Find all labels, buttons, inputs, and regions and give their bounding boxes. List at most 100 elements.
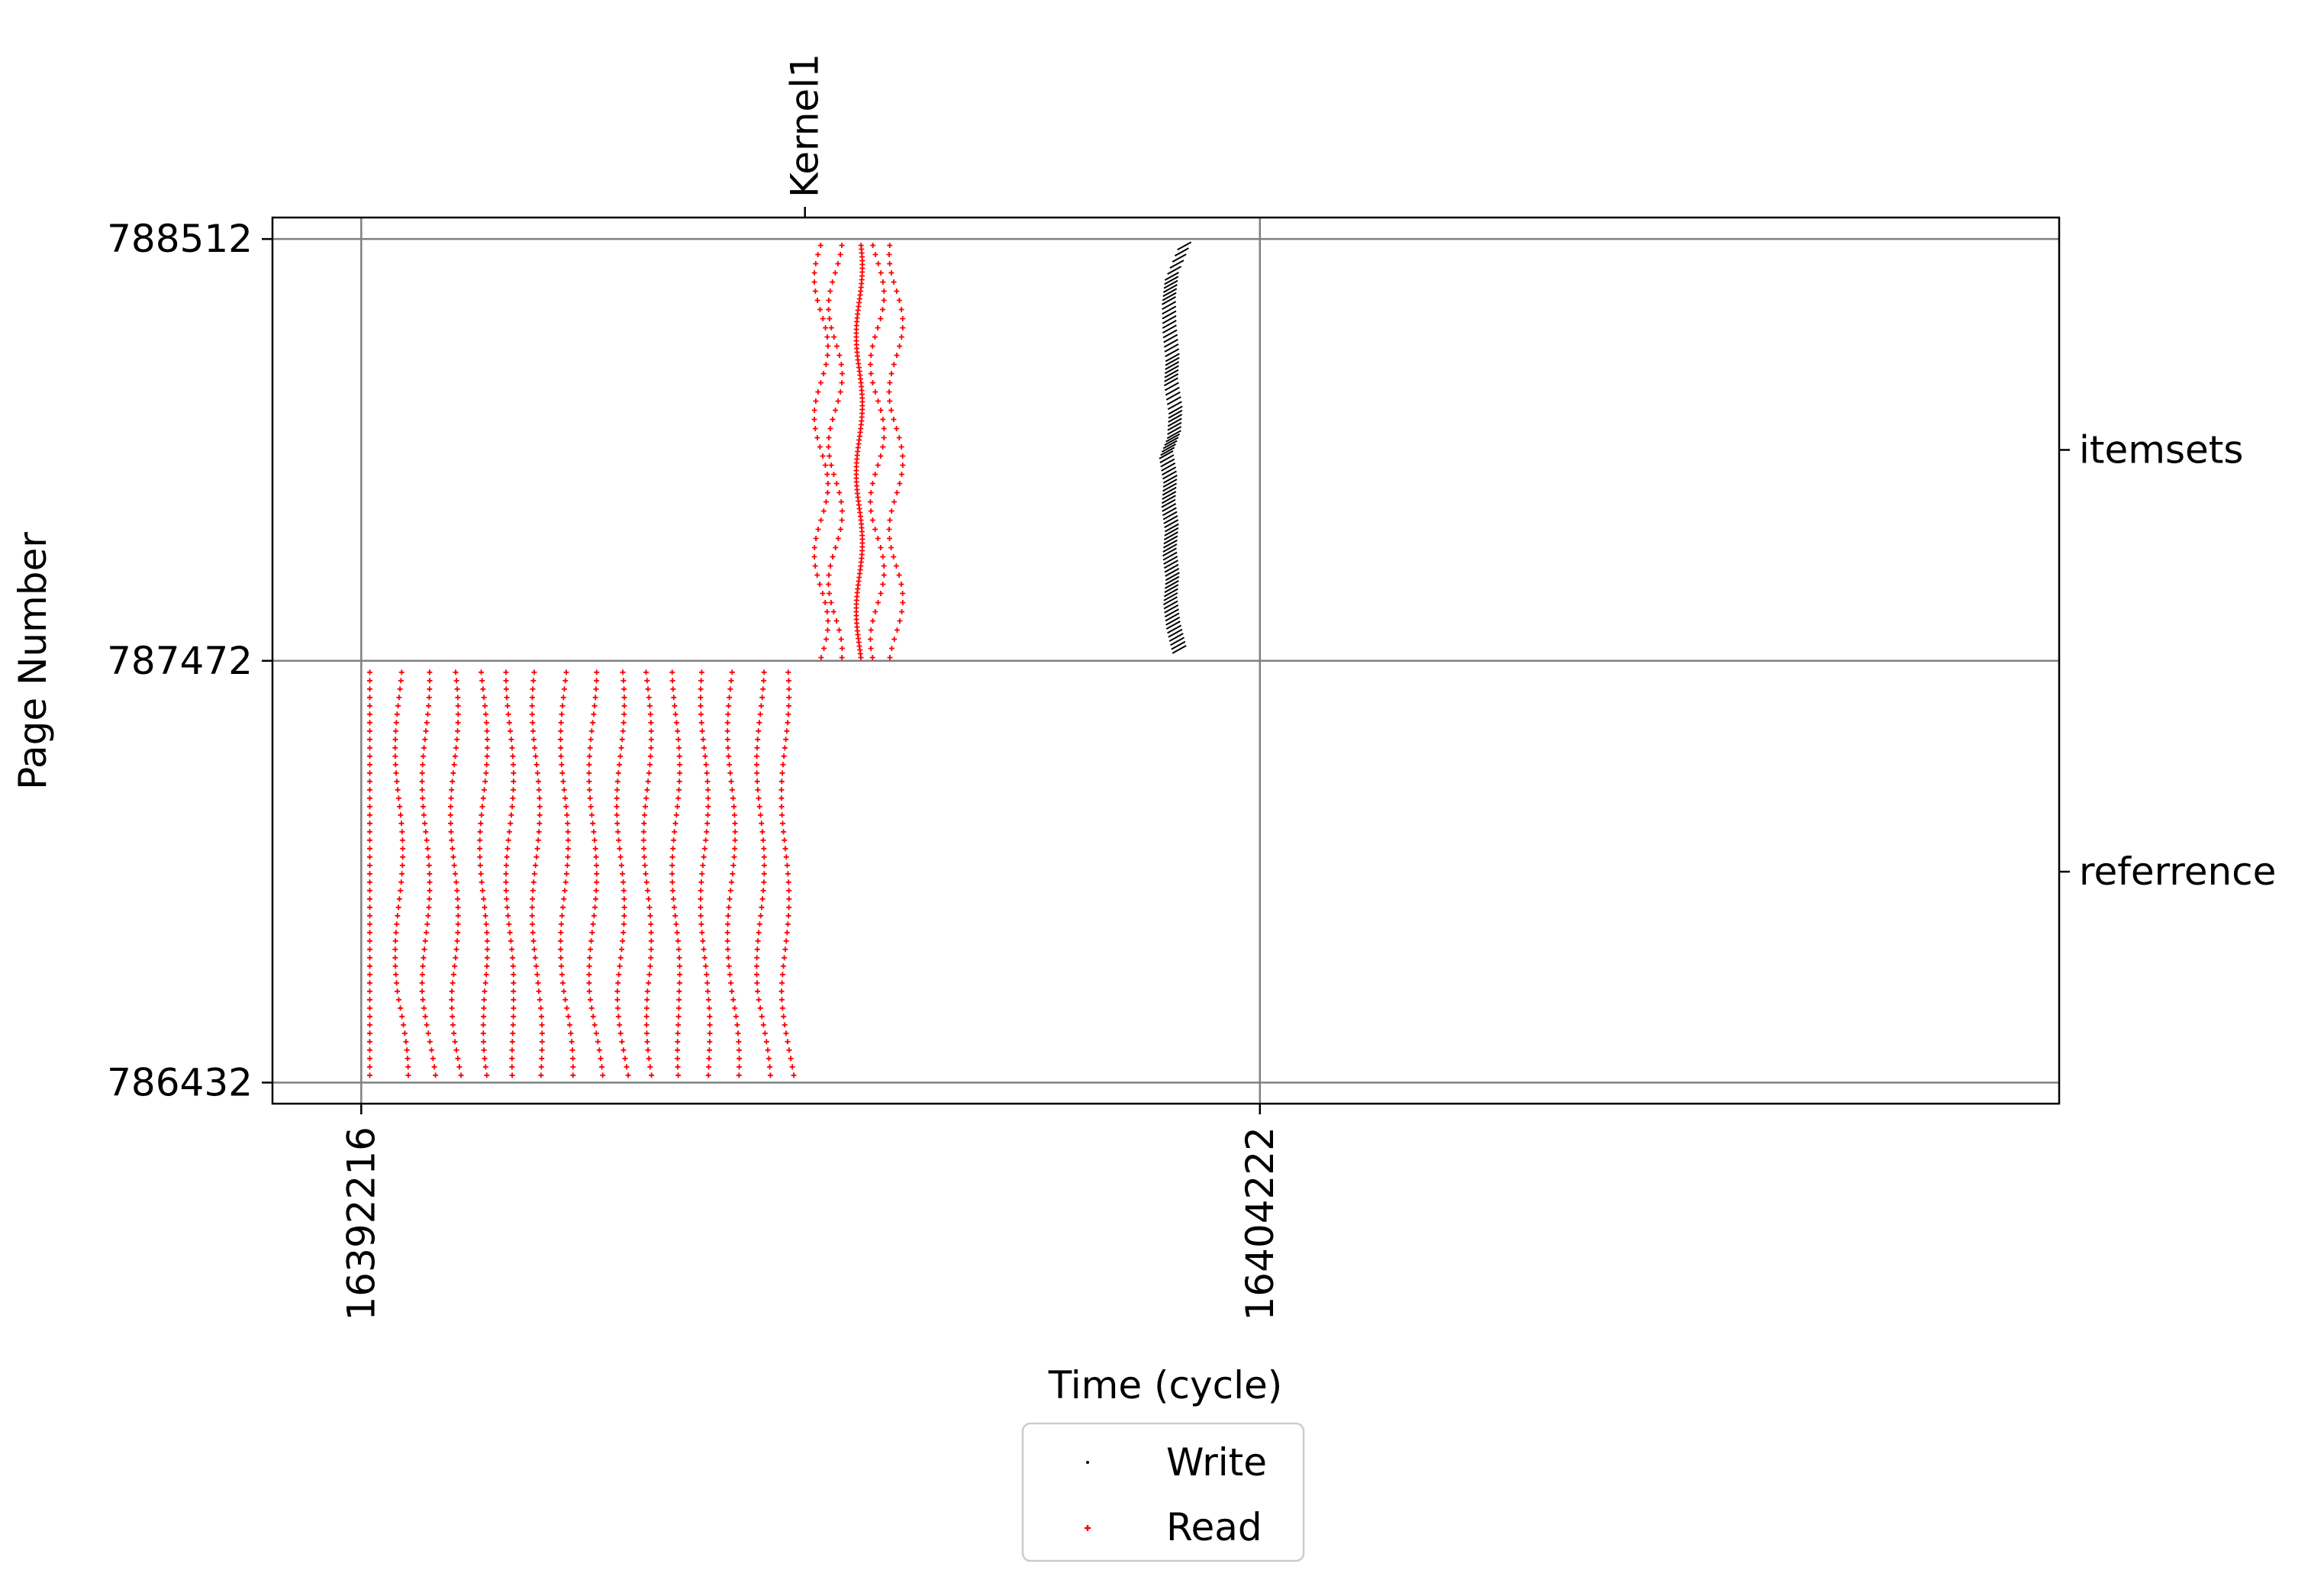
read-point [505, 837, 511, 843]
read-point [817, 307, 824, 313]
read-point [754, 779, 760, 785]
write-mark [1160, 458, 1175, 468]
write-mark [1162, 310, 1177, 320]
read-point [858, 243, 864, 249]
read-point [730, 871, 736, 877]
read-point [398, 812, 404, 818]
read-point [422, 938, 428, 944]
write-mark [1162, 320, 1177, 329]
read-point [366, 846, 372, 852]
read-point [508, 938, 514, 944]
read-point [728, 678, 734, 684]
read-point [425, 854, 431, 860]
read-point [455, 711, 461, 717]
read-point [704, 829, 710, 835]
read-point [482, 1056, 488, 1062]
read-point [366, 997, 372, 1003]
read-point [534, 770, 540, 776]
read-point [510, 1030, 516, 1037]
read-point [706, 1056, 712, 1062]
read-point [673, 921, 679, 927]
read-point [785, 669, 791, 675]
read-point [482, 703, 488, 709]
read-point [405, 1064, 411, 1070]
read-point [812, 426, 818, 432]
read-point [450, 1022, 456, 1028]
read-point [614, 821, 620, 827]
read-point [785, 913, 791, 919]
read-point [785, 1039, 791, 1045]
read-point [725, 913, 731, 919]
write-mark [1162, 474, 1178, 484]
read-point [826, 298, 832, 304]
read-point [536, 787, 542, 793]
read-point [484, 737, 490, 743]
read-point [898, 472, 904, 478]
read-point [392, 938, 398, 944]
read-point [420, 762, 426, 768]
read-point [617, 846, 623, 852]
read-point [452, 963, 458, 969]
read-point [392, 762, 398, 768]
read-point [706, 1047, 712, 1053]
write-mark [1162, 486, 1177, 496]
read-point [419, 787, 425, 793]
read-point [778, 779, 785, 785]
read-point [869, 481, 875, 487]
read-point [398, 678, 404, 684]
read-point [557, 737, 563, 743]
read-point [897, 481, 903, 487]
read-point [642, 862, 648, 869]
read-point [672, 829, 678, 835]
read-point [366, 669, 372, 675]
read-point [600, 1072, 606, 1078]
write-mark [1162, 491, 1177, 500]
read-point [827, 426, 833, 432]
read-point [535, 837, 541, 843]
read-point [392, 963, 398, 969]
read-point [507, 930, 513, 936]
read-point [756, 930, 762, 936]
write-mark [1167, 266, 1182, 275]
read-point [366, 988, 372, 995]
read-point [530, 720, 536, 726]
read-point [648, 921, 654, 927]
write-mark [1161, 498, 1176, 508]
read-point [878, 408, 884, 414]
read-point [826, 572, 832, 579]
read-point [393, 930, 399, 936]
read-point [530, 921, 536, 927]
read-point [586, 762, 592, 768]
read-point [399, 837, 405, 843]
read-point [669, 669, 675, 675]
read-point [700, 862, 706, 869]
read-point [785, 711, 791, 717]
read-point [754, 770, 760, 776]
read-point [754, 972, 760, 978]
read-series [366, 243, 906, 1078]
read-point [830, 417, 836, 423]
read-point [614, 779, 620, 785]
read-point [395, 795, 401, 801]
read-point [648, 720, 654, 726]
read-point [503, 862, 509, 869]
read-point [868, 646, 874, 652]
read-point [530, 728, 536, 734]
read-point [783, 854, 789, 860]
read-point [594, 871, 600, 877]
read-point [591, 703, 598, 709]
read-point [900, 591, 906, 597]
read-point [455, 703, 461, 709]
read-point [366, 703, 372, 709]
read-point [886, 252, 892, 258]
read-point [836, 627, 843, 634]
read-point [836, 490, 843, 496]
read-point [643, 1030, 649, 1037]
read-point [427, 896, 433, 902]
read-point [569, 1047, 575, 1053]
read-point [539, 1056, 545, 1062]
read-point [479, 678, 485, 684]
write-mark [1162, 288, 1178, 298]
write-mark [1164, 272, 1179, 281]
write-mark [1165, 616, 1181, 626]
